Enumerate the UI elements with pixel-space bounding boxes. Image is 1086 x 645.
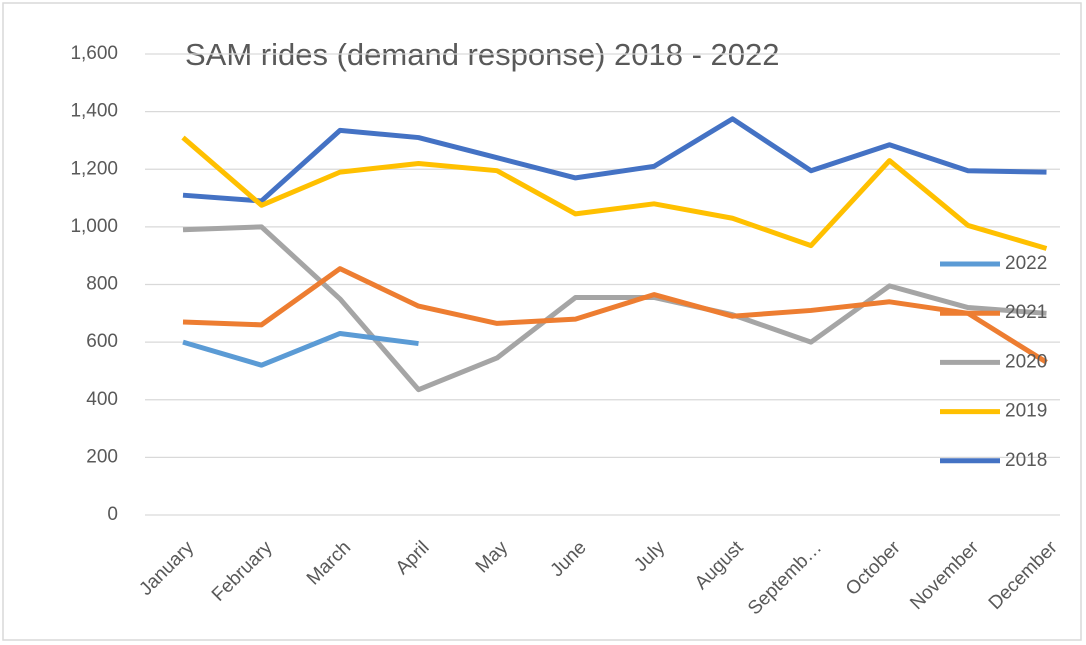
- legend-label: 2018: [1005, 450, 1047, 471]
- series-line: [182, 330, 419, 368]
- y-tick-label: 0: [107, 504, 118, 525]
- legend-label: 2022: [1005, 253, 1047, 274]
- legend-label: 2020: [1005, 351, 1047, 372]
- y-tick-label: 600: [86, 331, 118, 352]
- y-tick-label: 400: [86, 389, 118, 410]
- series-line: [182, 266, 1048, 365]
- y-tick-label: 200: [86, 446, 118, 467]
- series-line: [182, 116, 1047, 204]
- y-tick-label: 1,200: [70, 158, 118, 179]
- y-tick-label: 800: [86, 274, 118, 295]
- y-tick-label: 1,600: [70, 43, 118, 64]
- series-line: [181, 135, 1048, 251]
- y-tick-label: 1,400: [70, 101, 118, 122]
- series-line: [182, 224, 1047, 393]
- y-tick-label: 1,000: [70, 216, 118, 237]
- chart-title: SAM rides (demand response) 2018 - 2022: [185, 37, 780, 72]
- legend-label: 2019: [1005, 401, 1047, 422]
- legend-label: 2021: [1005, 302, 1047, 323]
